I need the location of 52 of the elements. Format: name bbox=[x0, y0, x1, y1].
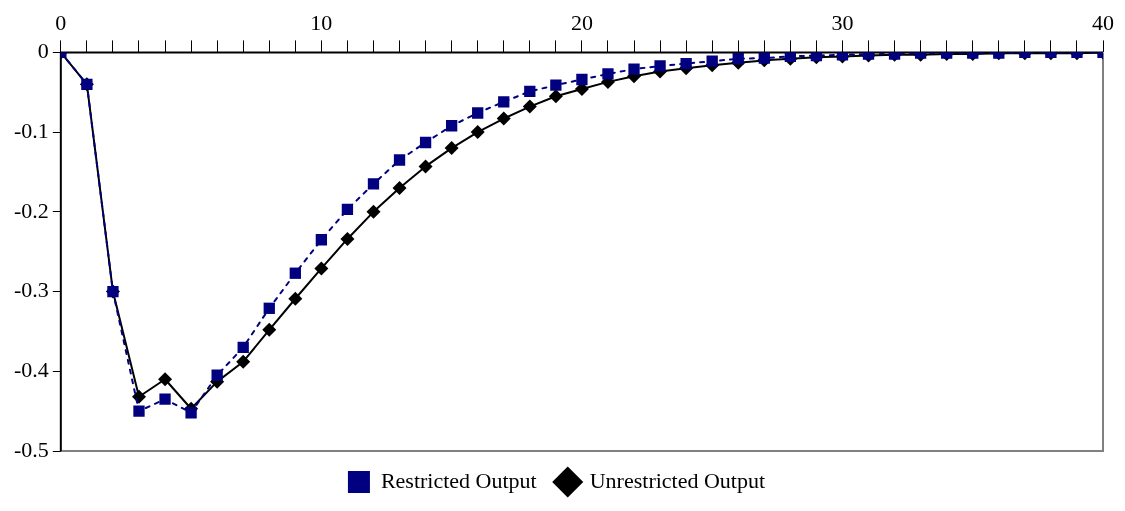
point bbox=[262, 322, 277, 337]
y-tick-label: -0.2 bbox=[14, 197, 49, 223]
point bbox=[419, 136, 432, 149]
point bbox=[706, 55, 718, 67]
point bbox=[236, 354, 251, 369]
point bbox=[418, 159, 433, 174]
point bbox=[472, 107, 484, 119]
point bbox=[367, 178, 380, 190]
point bbox=[522, 99, 537, 114]
x-tick-label: 10 bbox=[310, 9, 333, 35]
x-tick-label: 30 bbox=[831, 9, 854, 35]
point bbox=[392, 180, 407, 195]
point bbox=[628, 63, 640, 75]
point bbox=[654, 60, 666, 72]
point bbox=[185, 407, 197, 419]
point bbox=[550, 79, 562, 91]
x-tick-label: 0 bbox=[55, 9, 67, 35]
x-tick-label: 40 bbox=[1092, 9, 1114, 35]
point bbox=[524, 85, 536, 98]
point bbox=[288, 291, 303, 306]
point bbox=[680, 57, 692, 70]
point bbox=[366, 204, 381, 219]
point bbox=[732, 53, 744, 65]
point bbox=[314, 261, 329, 276]
point bbox=[133, 405, 145, 417]
point bbox=[758, 52, 770, 64]
y-tick-label: -0.4 bbox=[14, 357, 49, 383]
point bbox=[263, 302, 275, 314]
point bbox=[602, 68, 614, 80]
point bbox=[315, 234, 328, 246]
point bbox=[340, 231, 355, 246]
point bbox=[445, 120, 458, 132]
legend-label: Restricted Output bbox=[380, 467, 537, 493]
y-tick-label: -0.1 bbox=[14, 117, 49, 143]
y-tick-label: -0.5 bbox=[14, 436, 49, 462]
point bbox=[341, 203, 354, 216]
point bbox=[211, 369, 223, 381]
point bbox=[393, 154, 406, 166]
y-tick-label: 0 bbox=[37, 38, 49, 64]
point bbox=[576, 73, 588, 86]
x-tick-label: 20 bbox=[570, 9, 593, 35]
point bbox=[289, 267, 301, 279]
point bbox=[548, 89, 563, 104]
point bbox=[159, 393, 171, 405]
point bbox=[237, 341, 249, 354]
legend-label: Unrestricted Output bbox=[589, 467, 766, 493]
point bbox=[444, 141, 459, 156]
point bbox=[498, 96, 510, 108]
point bbox=[470, 125, 485, 140]
point bbox=[496, 111, 511, 126]
point bbox=[158, 372, 173, 387]
y-tick-label: -0.3 bbox=[14, 277, 49, 303]
